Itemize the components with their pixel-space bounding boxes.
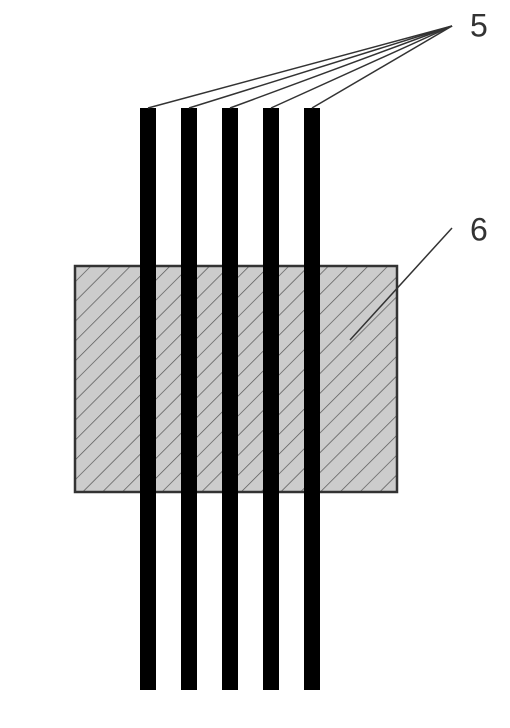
vertical-bar — [304, 108, 320, 690]
diagram-canvas: 56 — [0, 0, 510, 728]
label-six: 6 — [470, 211, 488, 247]
label-five: 5 — [470, 7, 488, 43]
vertical-bar — [181, 108, 197, 690]
vertical-bar — [222, 108, 238, 690]
vertical-bar — [140, 108, 156, 690]
vertical-bar — [263, 108, 279, 690]
